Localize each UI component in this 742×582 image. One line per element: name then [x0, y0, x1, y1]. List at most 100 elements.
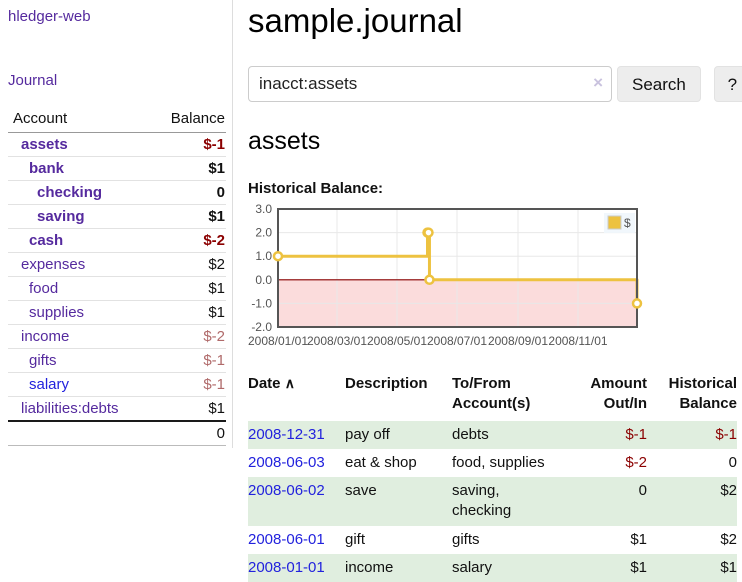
search-form: × Search ? [248, 66, 742, 102]
account-row: food $1 [8, 276, 226, 301]
accounts-total-row: 0 [8, 420, 226, 446]
account-balance: $-2 [149, 228, 226, 253]
register-balance: 0 [728, 453, 737, 471]
sidebar-account-link[interactable]: salary [29, 376, 70, 393]
historical-balance-chart: 3.0 2.0 1.0 0.0 -1.0 -2.0 2008/01/01 2008/03/01… [248, 202, 742, 358]
account-row: saving $1 [8, 204, 226, 229]
sidebar-account-link[interactable]: assets [21, 136, 68, 153]
account-balance: $1 [149, 156, 226, 181]
register-balance: $1 [720, 558, 737, 576]
register-row: 2008-06-02 save saving, checking 0 $2 [248, 477, 737, 526]
register-description: income [345, 558, 394, 576]
chart-canvas: 3.0 2.0 1.0 0.0 -1.0 -2.02008/01/012008/03/01… [248, 202, 643, 348]
accounts-table: Account Balance assets $-1 bank $1 checking 0… [8, 108, 226, 446]
search-button[interactable]: Search [617, 66, 701, 102]
legend-label: $ [624, 216, 631, 230]
register-row: 2008-12-31 pay off debts $-1 $-1 [248, 420, 737, 449]
data-point-marker [423, 227, 434, 238]
data-point-marker [272, 250, 284, 262]
x-tick-label: 2008/01/01 [248, 334, 308, 348]
clear-search-icon[interactable]: × [593, 73, 603, 92]
register-description: gift [345, 530, 366, 548]
register-header-date[interactable]: Date ∧ [248, 375, 295, 392]
register-accounts: gifts [452, 530, 480, 548]
sidebar-account-link[interactable]: saving [37, 208, 85, 225]
account-row: supplies $1 [8, 300, 226, 325]
y-tick-label: -1.0 [251, 296, 272, 310]
register-header-amount: Amount Out/In [590, 375, 647, 413]
x-tick-label: 2008/07/01 [427, 334, 487, 348]
y-tick-label: -2.0 [251, 320, 272, 334]
account-row: bank $1 [8, 156, 226, 181]
register-accounts: debts [452, 425, 489, 443]
sidebar-account-link[interactable]: income [21, 328, 70, 345]
y-tick-label: 1.0 [255, 249, 272, 263]
sidebar-account-link[interactable]: liabilities:debts [21, 400, 119, 417]
sidebar: hledger-web Journal Account Balance asse… [0, 0, 233, 448]
register-header-balance: Historical Balance [668, 375, 737, 413]
search-input[interactable] [248, 66, 612, 102]
x-tick-label: 2008/11/01 [548, 334, 607, 348]
register-description: eat & shop [345, 453, 417, 471]
account-row: expenses $2 [8, 252, 226, 277]
page-title: sample.journal [248, 2, 463, 39]
account-balance: $-1 [149, 372, 226, 397]
register-row: 2008-01-01 income salary $1 $1 [248, 553, 737, 582]
x-tick-label: 2008/09/01 [488, 334, 548, 348]
register-balance: $2 [720, 530, 737, 548]
register-balance: $2 [720, 482, 737, 499]
register-date-link[interactable]: 2008-06-02 [248, 482, 325, 499]
register-description: pay off [345, 425, 390, 443]
account-balance: $1 [149, 300, 226, 325]
register-header-description: Description [345, 375, 428, 392]
y-tick-label: 0.0 [255, 273, 272, 287]
register-date-link[interactable]: 2008-01-01 [248, 558, 325, 576]
sidebar-account-link[interactable]: cash [29, 232, 64, 249]
register-table: Date ∧ Description To/From Account(s) Am… [248, 372, 737, 582]
account-row: cash $-2 [8, 228, 226, 253]
account-row: liabilities:debts $1 [8, 396, 226, 421]
register-description: save [345, 482, 377, 499]
account-row: checking 0 [8, 180, 226, 205]
chart-title: Historical Balance: [248, 180, 384, 197]
main-content: sample.journal × Search ? assets Histori… [233, 0, 742, 582]
account-balance: $1 [149, 396, 226, 421]
account-balance: $-1 [149, 132, 226, 157]
brand-link[interactable]: hledger-web [8, 8, 91, 25]
x-tick-label: 2008/05/01 [367, 334, 427, 348]
account-balance: $-1 [149, 348, 226, 373]
accounts-total-value: 0 [149, 420, 226, 446]
account-balance: $1 [149, 276, 226, 301]
account-row: gifts $-1 [8, 348, 226, 373]
account-row: assets $-1 [8, 132, 226, 157]
x-tick-label: 2008/03/01 [307, 334, 367, 348]
register-balance: $-1 [715, 425, 737, 443]
register-accounts: food, supplies [452, 453, 545, 471]
sidebar-account-link[interactable]: gifts [29, 352, 57, 369]
sidebar-item-journal[interactable]: Journal [8, 72, 58, 89]
y-tick-label: 3.0 [255, 202, 272, 216]
register-amount: $-2 [625, 453, 647, 471]
account-balance: $-2 [149, 324, 226, 349]
sidebar-account-link[interactable]: bank [29, 160, 65, 177]
account-row: income $-2 [8, 324, 226, 349]
register-date-link[interactable]: 2008-12-31 [248, 425, 325, 443]
account-row: salary $-1 [8, 372, 226, 397]
y-tick-label: 2.0 [255, 226, 272, 240]
account-balance: $1 [149, 204, 226, 229]
help-button[interactable]: ? [713, 66, 742, 102]
sort-ascending-icon: ∧ [284, 375, 295, 391]
register-header-accounts: To/From Account(s) [452, 375, 531, 413]
sidebar-account-link[interactable]: checking [37, 184, 103, 201]
register-amount: $-1 [625, 425, 647, 443]
register-row: 2008-06-03 eat & shop food, supplies $-2 0 [248, 449, 737, 477]
register-row: 2008-06-01 gift gifts $1 $2 [248, 526, 737, 554]
register-date-link[interactable]: 2008-06-01 [248, 530, 325, 548]
accounts-header-balance: Balance [149, 108, 226, 133]
data-point-marker [424, 274, 435, 286]
register-date-link[interactable]: 2008-06-03 [248, 453, 325, 471]
register-amount: $1 [630, 558, 647, 576]
sidebar-account-link[interactable]: food [29, 280, 59, 297]
sidebar-account-link[interactable]: supplies [29, 304, 85, 321]
sidebar-account-link[interactable]: expenses [21, 256, 86, 273]
